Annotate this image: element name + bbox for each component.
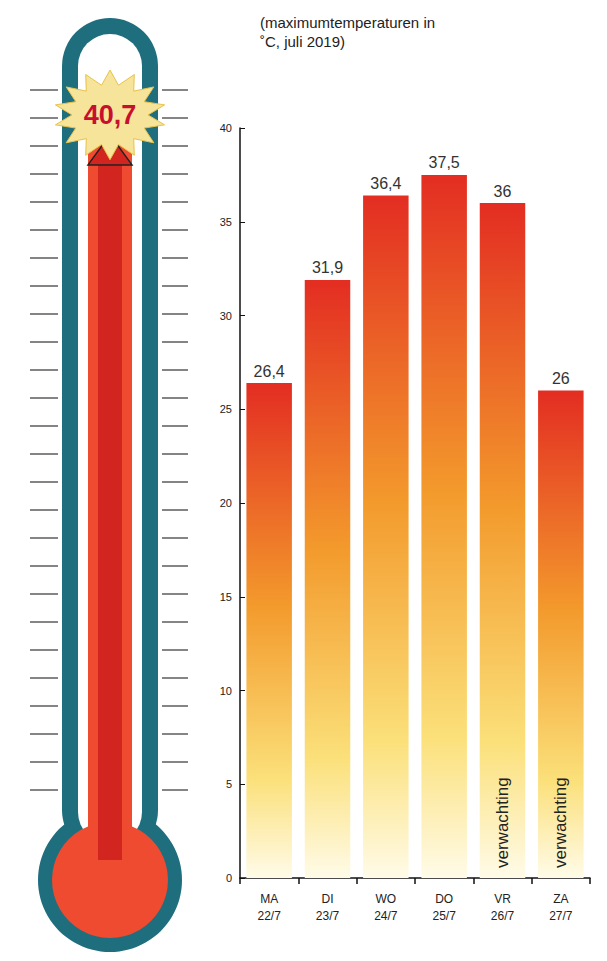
svg-text:35: 35: [220, 216, 232, 228]
svg-text:(maximumtemperaturen in: (maximumtemperaturen in: [260, 14, 439, 31]
svg-text:26,4: 26,4: [254, 363, 285, 380]
svg-text:40: 40: [220, 122, 232, 134]
svg-text:10: 10: [220, 685, 232, 697]
svg-text:27/7: 27/7: [549, 909, 573, 923]
svg-text:5: 5: [226, 778, 232, 790]
svg-text:25: 25: [220, 403, 232, 415]
svg-text:24/7: 24/7: [374, 909, 398, 923]
svg-text:31,9: 31,9: [312, 259, 343, 276]
svg-text:37,5: 37,5: [429, 154, 460, 171]
svg-text:WO: WO: [375, 892, 396, 906]
svg-text:verwachting: verwachting: [551, 777, 570, 868]
svg-text:MA: MA: [260, 892, 278, 906]
svg-text:ZA: ZA: [553, 892, 568, 906]
svg-text:26: 26: [552, 370, 570, 387]
svg-text:0: 0: [226, 872, 232, 884]
svg-text:26/7: 26/7: [491, 909, 515, 923]
svg-text:22/7: 22/7: [257, 909, 281, 923]
svg-text:15: 15: [220, 591, 232, 603]
svg-text:VR: VR: [494, 892, 511, 906]
svg-text:30: 30: [220, 310, 232, 322]
svg-text:verwachting: verwachting: [493, 777, 512, 868]
svg-text:DI: DI: [322, 892, 334, 906]
svg-text:DO: DO: [435, 892, 453, 906]
svg-text:36: 36: [494, 183, 512, 200]
svg-text:25/7: 25/7: [432, 909, 456, 923]
svg-text:˚C, juli 2019): ˚C, juli 2019): [260, 33, 345, 50]
svg-text:20: 20: [220, 497, 232, 509]
svg-text:40,7: 40,7: [84, 100, 137, 130]
svg-text:23/7: 23/7: [316, 909, 340, 923]
svg-text:36,4: 36,4: [370, 175, 401, 192]
